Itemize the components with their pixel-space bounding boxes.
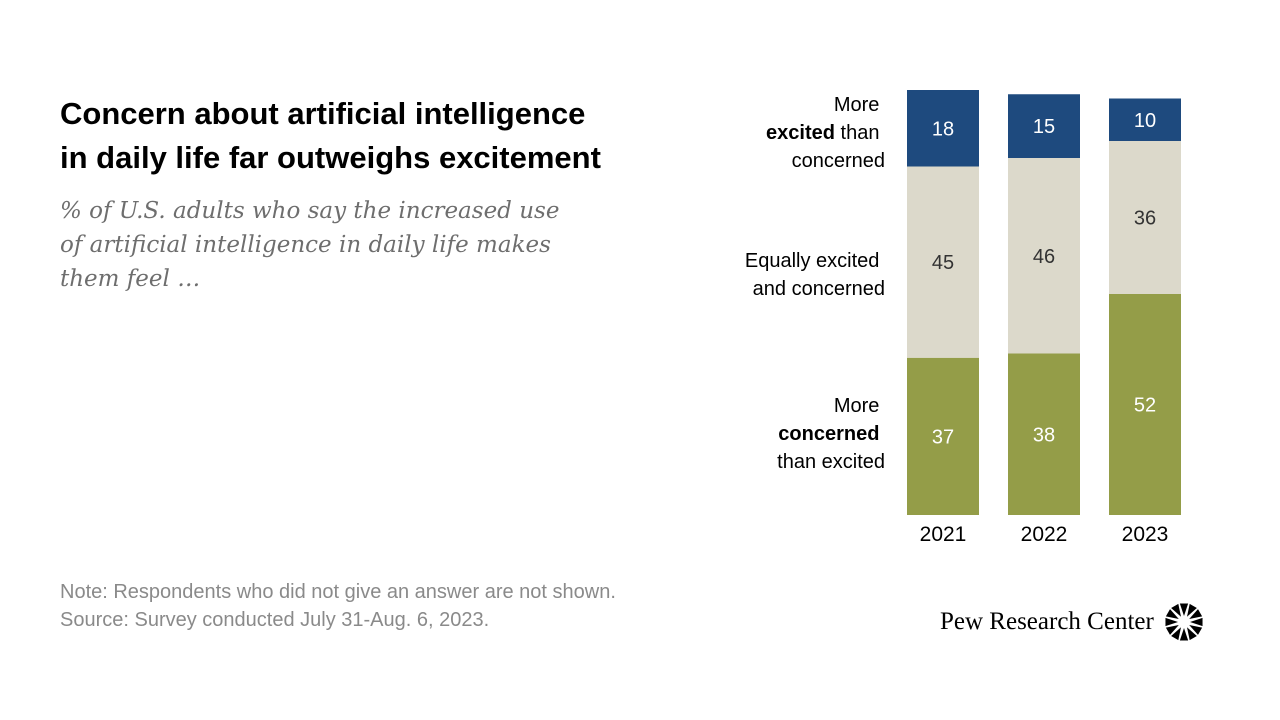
sunburst-ray xyxy=(1189,617,1203,627)
x-tick-label-2023: 2023 xyxy=(1122,523,1169,546)
chart-subtitle: % of U.S. adults who say the increased u… xyxy=(60,194,620,296)
category-labels: More excited than concerned Equally exci… xyxy=(745,94,885,473)
sunburst-ray xyxy=(1165,609,1179,619)
stacked-bar-chart: More excited than concerned Equally exci… xyxy=(745,90,1181,546)
data-label-2022-1: 46 xyxy=(1033,246,1055,268)
bar-segment-2023-1 xyxy=(1109,141,1181,294)
sunburst-ray xyxy=(1179,628,1188,641)
label-concerned: More concerned than excited xyxy=(777,395,885,473)
data-label-2022-2: 15 xyxy=(1033,116,1055,138)
bars-group: 37 45 18 38 46 15 52 36 10 xyxy=(907,90,1181,515)
label-excited-line-2: excited than xyxy=(766,122,879,144)
sunburst-ray xyxy=(1179,603,1188,616)
sunburst-ray xyxy=(1165,617,1178,627)
label-concerned-line-3: than excited xyxy=(777,451,885,473)
sunburst-ray xyxy=(1165,625,1179,635)
brand: Pew Research Center xyxy=(940,602,1204,642)
chart-title: Concern about artificial intelligence in… xyxy=(60,92,680,180)
bar-segment-2023-2 xyxy=(1109,98,1181,141)
chart-subtitle-line-2: of artificial intelligence in daily life… xyxy=(60,232,551,258)
sunburst-ray xyxy=(1189,625,1202,635)
chart-title-line-1: Concern about artificial intelligence xyxy=(60,96,586,131)
bar-segment-2022-1 xyxy=(1008,158,1080,354)
data-label-2021-2: 18 xyxy=(932,118,954,140)
sunburst-ray xyxy=(1170,603,1181,617)
sunburst-ray xyxy=(1170,627,1181,641)
x-tick-label-2021: 2021 xyxy=(920,523,967,546)
label-equal-line-1: Equally excited xyxy=(745,250,880,272)
x-axis-ticks: 2021 2022 2023 xyxy=(920,523,1169,546)
chart-subtitle-line-3: them feel … xyxy=(60,266,201,292)
bar-segment-2021-1 xyxy=(907,166,979,358)
label-excited-line-1: More xyxy=(834,94,880,116)
data-label-2023-1: 36 xyxy=(1134,208,1156,230)
data-label-2022-0: 38 xyxy=(1033,424,1055,446)
bar-segment-2022-2 xyxy=(1008,94,1080,158)
note-text: Note: Respondents who did not give an an… xyxy=(60,581,616,603)
label-excited-bold: excited xyxy=(766,122,835,144)
sunburst-ray xyxy=(1186,603,1197,617)
source-text: Source: Survey conducted July 31-Aug. 6,… xyxy=(60,609,490,631)
label-excited-rest: than xyxy=(835,122,879,144)
sunburst-ray xyxy=(1186,627,1197,641)
sunburst-ray xyxy=(1189,609,1202,619)
label-concerned-bold: concerned xyxy=(778,423,879,445)
notes-block: Note: Respondents who did not give an an… xyxy=(60,578,760,634)
chart-subtitle-line-1: % of U.S. adults who say the increased u… xyxy=(60,198,560,224)
label-excited-line-3: concerned xyxy=(792,150,885,172)
data-label-2023-2: 10 xyxy=(1134,110,1156,132)
x-tick-label-2022: 2022 xyxy=(1021,523,1068,546)
data-label-2023-0: 52 xyxy=(1134,395,1156,417)
brand-name: Pew Research Center xyxy=(940,608,1154,635)
data-label-2021-0: 37 xyxy=(932,426,954,448)
label-equal-line-2: and concerned xyxy=(753,278,885,300)
bar-segment-2022-0 xyxy=(1008,353,1080,515)
label-excited: More excited than concerned xyxy=(766,94,885,172)
bar-segment-2023-0 xyxy=(1109,294,1181,515)
chart-title-line-2: in daily life far outweighs excitement xyxy=(60,140,601,175)
bar-segment-2021-0 xyxy=(907,357,979,515)
label-concerned-line-1: More xyxy=(834,395,880,417)
pew-sunburst-icon xyxy=(1165,603,1203,641)
data-label-2021-1: 45 xyxy=(932,252,954,274)
bar-segment-2021-2 xyxy=(907,90,979,167)
label-equal: Equally excited and concerned xyxy=(745,250,885,300)
